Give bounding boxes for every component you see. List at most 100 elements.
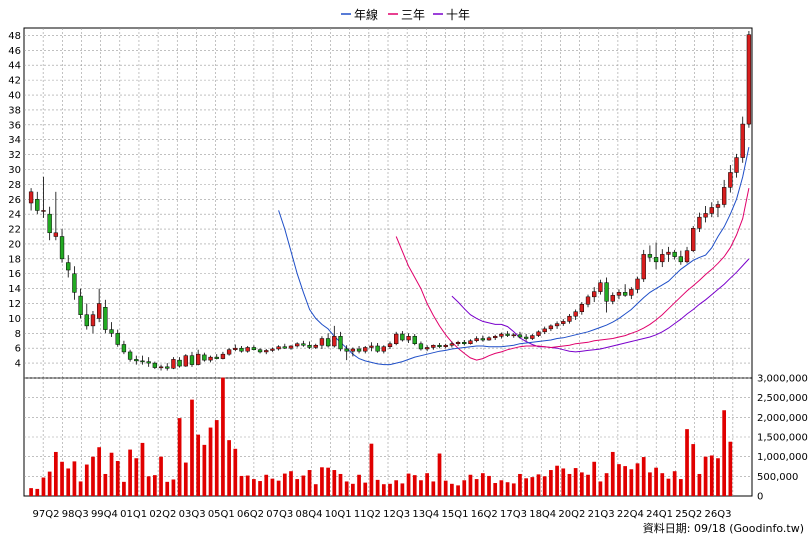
x-tick-label: 21Q3 (588, 509, 615, 520)
volume-bar (443, 480, 448, 496)
candle-body (202, 354, 207, 361)
volume-bar (648, 472, 652, 496)
x-tick-label: 25Q2 (675, 509, 702, 520)
x-tick-label: 98Q3 (62, 509, 89, 520)
candle-body (66, 262, 71, 271)
volume-bar (78, 481, 83, 496)
candle-body (183, 355, 188, 367)
candle-body (616, 292, 622, 296)
price-tick-label: 30 (8, 165, 21, 176)
candle-body (635, 278, 640, 290)
candle-body (369, 345, 374, 348)
price-tick-label: 24 (8, 210, 21, 221)
candle-body (177, 359, 182, 367)
x-tick-label: 01Q1 (120, 509, 147, 520)
volume-bar (289, 471, 293, 496)
volume-bar (282, 473, 287, 496)
candle-body (691, 228, 696, 251)
candle-body (363, 347, 368, 352)
volume-bar (221, 377, 225, 496)
candle-body (59, 236, 65, 260)
candle-body (684, 250, 690, 263)
candle-body (295, 343, 300, 347)
candle-body (622, 292, 628, 296)
price-axis-ticks: 4681012141618202224262830323436384042444… (8, 31, 21, 370)
candle-body (548, 325, 554, 330)
candle-body (585, 296, 591, 305)
candle-body (449, 343, 455, 346)
price-tick-label: 40 (8, 91, 21, 102)
x-tick-label: 02Q2 (149, 509, 176, 520)
price-tick-label: 28 (8, 180, 21, 191)
candle-body (332, 336, 337, 347)
candle-body (313, 344, 318, 348)
volume-axis-ticks: 0 500,000 1,000,000 1,500,000 2,000,000 2,500… (757, 374, 808, 503)
x-tick-label: 12Q3 (383, 509, 410, 520)
volume-bar (227, 440, 231, 496)
price-tick-label: 4 (15, 359, 21, 370)
x-tick-label: 06Q2 (237, 509, 264, 520)
volume-bar (610, 451, 615, 496)
candle-body (338, 336, 343, 350)
volume-bar (703, 456, 708, 496)
volume-bar (326, 467, 330, 496)
volume-bar (66, 468, 71, 496)
volume-bar (276, 480, 281, 496)
candle-body (356, 348, 362, 352)
candle-body (301, 343, 306, 346)
candle-body (152, 362, 158, 368)
candle-body (208, 356, 213, 361)
candle-body (561, 321, 566, 324)
volume-bar (344, 481, 349, 496)
candle-body (573, 311, 578, 317)
volume-bar (480, 473, 485, 496)
candle-body (146, 361, 151, 364)
volume-bar (177, 418, 182, 496)
candle-body (158, 366, 164, 369)
candle-body (171, 359, 176, 369)
volume-bar (518, 473, 522, 496)
candle-body (536, 331, 541, 336)
volume-bar (202, 444, 207, 496)
candle-body (264, 350, 269, 353)
candle-body (493, 336, 498, 339)
volume-bar (258, 481, 262, 496)
candle-body (746, 34, 752, 125)
candle-body (41, 210, 46, 212)
volume-bar (542, 476, 547, 496)
candle-body (653, 257, 659, 263)
x-axis-ticks: 97Q2 98Q3 99Q4 01Q1 02Q2 03Q3 05Q1 06Q2 07Q3 08Q4… (33, 509, 732, 520)
volume-bar (586, 474, 590, 496)
candle-body (109, 329, 114, 334)
price-panel: 4681012141618202224262830323436384042444… (8, 27, 753, 379)
candle-body (381, 346, 386, 352)
candle-body (319, 338, 325, 346)
volume-bar (245, 475, 250, 496)
volume-bar (450, 483, 454, 496)
volume-bar (487, 475, 491, 496)
price-tick-label: 46 (8, 46, 21, 57)
volume-bar (190, 399, 194, 496)
volume-bar (122, 481, 126, 496)
volume-bar (419, 480, 423, 496)
candle-body (579, 304, 584, 312)
candle-body (554, 323, 560, 327)
volume-bar (47, 471, 52, 496)
candle-body (480, 338, 485, 341)
volume-bar (579, 472, 584, 496)
volume-tick-label: 1,500,000 (757, 433, 808, 444)
candle-body (592, 291, 597, 298)
candle-body (344, 348, 349, 352)
candle-body (233, 347, 238, 350)
volume-bar (91, 456, 95, 496)
volume-bar (641, 457, 646, 496)
price-tick-label: 14 (8, 284, 21, 295)
volume-bar (536, 474, 541, 496)
volume-bar (375, 479, 380, 496)
volume-bar (437, 453, 442, 496)
volume-bar (183, 462, 188, 496)
candle-body (288, 345, 294, 349)
volume-tick-label: 500,000 (757, 472, 798, 483)
price-tick-label: 18 (8, 254, 21, 265)
volume-bar (549, 470, 553, 496)
